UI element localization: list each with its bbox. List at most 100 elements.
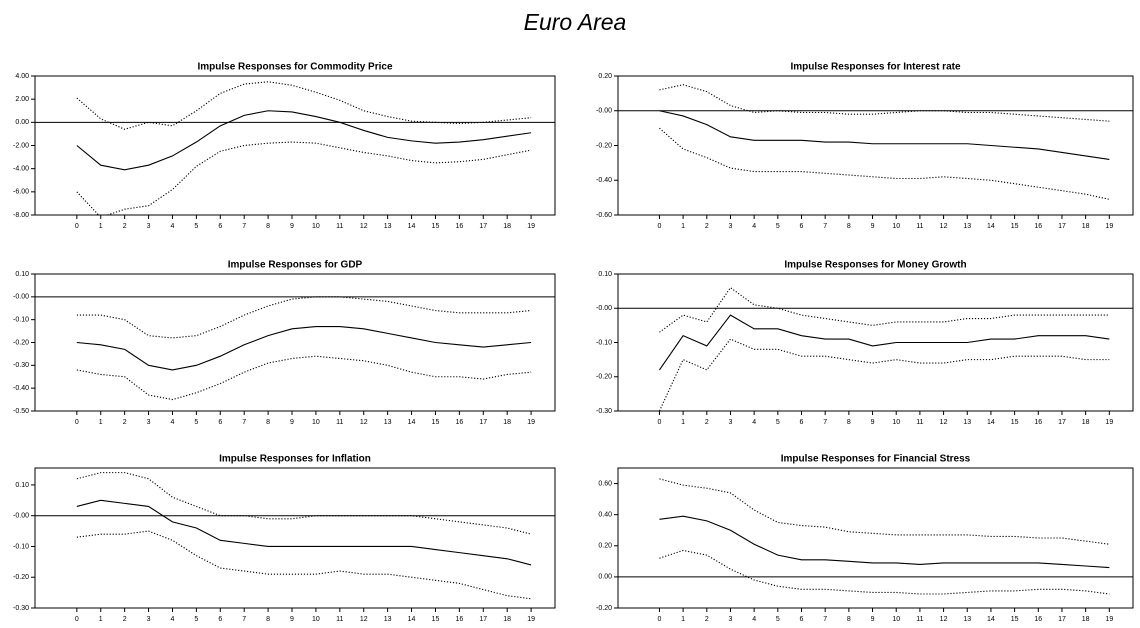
panel-title: Impulse Responses for GDP [228, 260, 363, 271]
x-tick-label: 13 [963, 419, 971, 426]
y-tick-label: -6.00 [13, 189, 29, 196]
x-tick-label: 15 [1011, 616, 1019, 623]
y-tick-label: -4.00 [13, 166, 29, 173]
x-tick-label: 3 [729, 223, 733, 230]
x-tick-label: 2 [123, 419, 127, 426]
x-tick-label: 1 [99, 223, 103, 230]
x-tick-label: 12 [360, 419, 368, 426]
x-tick-label: 2 [123, 223, 127, 230]
panel-title: Impulse Responses for Inflation [219, 454, 371, 465]
x-tick-label: 5 [194, 223, 198, 230]
x-tick-label: 7 [242, 223, 246, 230]
plot-area [659, 84, 1110, 200]
x-tick-label: 18 [503, 419, 511, 426]
x-tick-label: 14 [987, 616, 995, 623]
x-tick-label: 10 [892, 616, 900, 623]
y-tick-label: -0.60 [596, 212, 612, 219]
x-tick-label: 15 [1011, 223, 1019, 230]
x-tick-label: 2 [705, 223, 709, 230]
x-tick-label: 4 [752, 616, 756, 623]
x-tick-label: 16 [1034, 223, 1042, 230]
y-tick-label: -0.50 [13, 408, 29, 415]
x-tick-label: 11 [916, 419, 923, 426]
x-tick-label: 11 [916, 223, 923, 230]
x-tick-label: 6 [800, 223, 804, 230]
x-tick-label: 11 [916, 616, 923, 623]
y-tick-label: 4.00 [15, 73, 29, 80]
x-tick-label: 12 [360, 616, 368, 623]
x-tick-label: 8 [847, 616, 851, 623]
x-tick-label: 11 [336, 419, 343, 426]
x-tick-label: 12 [940, 223, 948, 230]
plot-area [76, 472, 532, 600]
y-tick-label: -0.10 [13, 317, 29, 324]
x-tick-label: 10 [312, 223, 320, 230]
x-tick-label: 5 [194, 616, 198, 623]
x-tick-label: 6 [218, 419, 222, 426]
y-tick-label: 0.00 [15, 119, 29, 126]
x-tick-label: 0 [657, 223, 661, 230]
x-tick-label: 19 [527, 616, 535, 623]
x-tick-label: 4 [752, 419, 756, 426]
y-tick-label: 0.10 [15, 271, 29, 278]
band-line [658, 338, 1110, 411]
plot-area [76, 81, 532, 215]
response-line [76, 325, 532, 371]
x-tick-label: 6 [218, 616, 222, 623]
band-line [659, 84, 1110, 122]
y-tick-label: 0.40 [598, 512, 612, 519]
band-line [76, 472, 532, 535]
x-tick-label: 5 [776, 419, 780, 426]
x-tick-label: 6 [800, 616, 804, 623]
x-tick-label: 5 [194, 419, 198, 426]
x-tick-label: 17 [1058, 616, 1066, 623]
x-tick-label: 10 [892, 419, 900, 426]
figure-title: Euro Area [524, 9, 627, 35]
x-tick-label: 16 [1034, 419, 1042, 426]
x-tick-label: 7 [242, 419, 246, 426]
x-tick-label: 13 [384, 223, 392, 230]
x-tick-label: 1 [99, 419, 103, 426]
x-tick-label: 12 [940, 616, 948, 623]
x-tick-label: 19 [1105, 616, 1113, 623]
x-tick-label: 15 [432, 616, 440, 623]
x-tick-label: 8 [266, 616, 270, 623]
x-tick-label: 16 [455, 616, 463, 623]
plot-area [658, 286, 1110, 411]
y-tick-label: -0.40 [13, 385, 29, 392]
x-tick-label: 0 [657, 616, 661, 623]
x-tick-label: 8 [266, 419, 270, 426]
plot-area [659, 478, 1110, 595]
x-tick-label: 19 [527, 419, 535, 426]
x-tick-label: 3 [729, 419, 733, 426]
x-tick-label: 8 [847, 223, 851, 230]
panel-title: Impulse Responses for Interest rate [790, 62, 960, 73]
x-tick-label: 14 [408, 419, 416, 426]
y-tick-label: -0.00 [13, 513, 29, 520]
x-tick-label: 14 [987, 419, 995, 426]
x-tick-label: 6 [800, 419, 804, 426]
y-tick-label: 2.00 [15, 96, 29, 103]
x-tick-label: 1 [681, 419, 685, 426]
x-tick-label: 10 [312, 419, 320, 426]
plot-area [76, 296, 532, 401]
y-tick-label: -0.30 [13, 362, 29, 369]
band-line [659, 549, 1110, 595]
x-tick-label: 15 [432, 419, 440, 426]
x-tick-label: 8 [266, 223, 270, 230]
x-tick-label: 7 [242, 616, 246, 623]
x-tick-label: 9 [871, 419, 875, 426]
x-tick-label: 19 [1105, 223, 1113, 230]
y-tick-label: 0.20 [598, 543, 612, 550]
x-tick-label: 5 [776, 616, 780, 623]
x-tick-label: 17 [1058, 223, 1066, 230]
x-tick-label: 16 [455, 223, 463, 230]
x-tick-label: 9 [871, 616, 875, 623]
y-tick-label: 0.10 [15, 482, 29, 489]
band-line [659, 127, 1110, 200]
response-line [659, 110, 1110, 160]
x-tick-label: 8 [847, 419, 851, 426]
x-tick-label: 3 [729, 616, 733, 623]
